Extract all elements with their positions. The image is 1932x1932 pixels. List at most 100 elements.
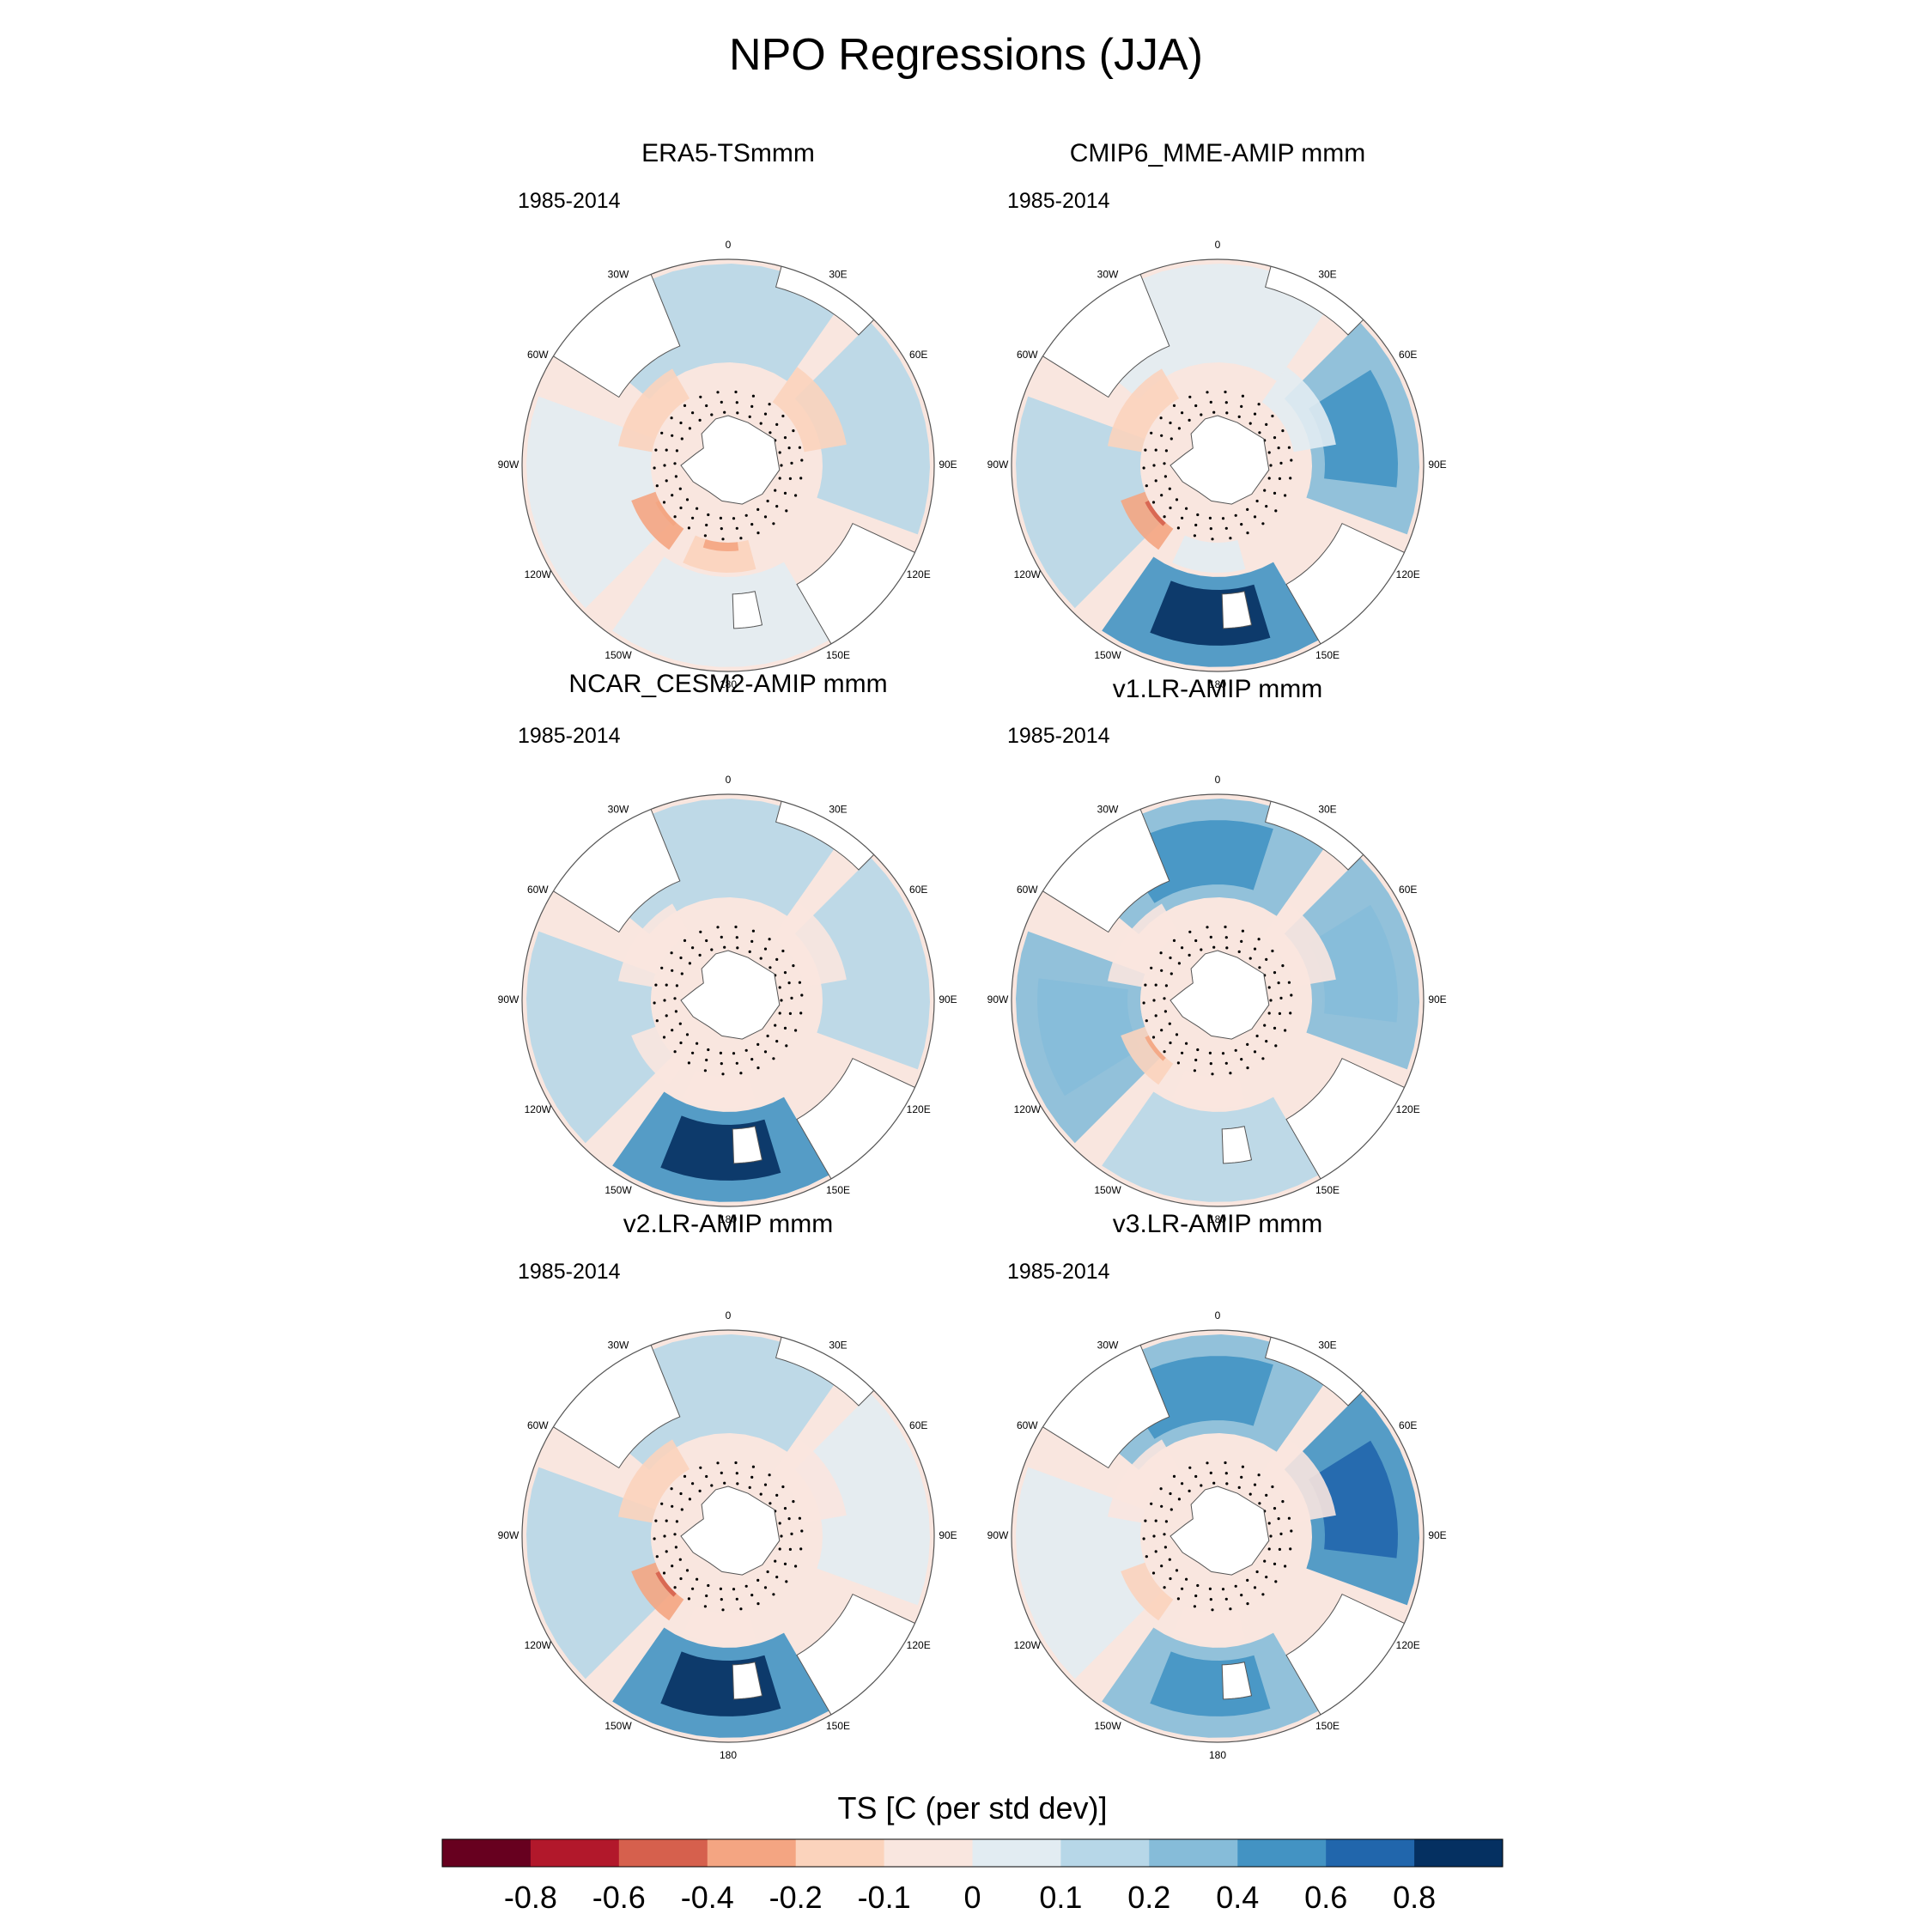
anomaly-core-indian — [1309, 904, 1398, 1023]
significance-stipple — [654, 1519, 658, 1522]
significance-stipple — [679, 1577, 683, 1581]
significance-stipple — [1225, 1482, 1229, 1485]
significance-stipple — [674, 1546, 678, 1549]
significance-stipple — [705, 404, 708, 408]
significance-stipple — [698, 418, 702, 422]
significance-stipple — [1154, 983, 1157, 987]
significance-stipple — [1267, 451, 1271, 454]
antarctica-landmass — [1170, 950, 1270, 1040]
significance-stipple — [732, 1052, 736, 1055]
significance-stipple — [1269, 464, 1273, 467]
significance-stipple — [703, 1069, 708, 1072]
significance-stipple — [680, 972, 683, 975]
significance-stipple — [1257, 403, 1261, 406]
significance-stipple — [732, 517, 736, 520]
significance-stipple — [774, 489, 777, 492]
panel-title: v3.LR-AMIP mmm — [1113, 1210, 1322, 1238]
significance-stipple — [1194, 523, 1198, 527]
anomaly-region-west-pacific — [612, 556, 829, 667]
significance-stipple — [1150, 1502, 1153, 1505]
colorbar-swatch — [1414, 1839, 1504, 1867]
longitude-label: 30W — [608, 268, 629, 280]
significance-stipple — [1185, 1577, 1188, 1581]
significance-stipple — [675, 449, 679, 453]
significance-stipple — [698, 953, 702, 957]
significance-stipple — [707, 1048, 710, 1052]
anomaly-core-indian — [1309, 1440, 1398, 1558]
panel-title: v1.LR-AMIP mmm — [1113, 675, 1322, 703]
longitude-label: 150E — [1315, 649, 1340, 661]
period-label: 1985-2014 — [518, 1260, 621, 1284]
significance-stipple — [1200, 1484, 1203, 1487]
significance-stipple — [1281, 1500, 1285, 1504]
significance-stipple — [1172, 939, 1176, 942]
longitude-label: 60E — [909, 884, 927, 896]
significance-stipple — [783, 1562, 787, 1565]
significance-stipple — [685, 1033, 690, 1036]
significance-stipple — [1261, 522, 1265, 526]
significance-stipple — [653, 1001, 656, 1005]
significance-stipple — [798, 446, 802, 449]
significance-stipple — [699, 395, 702, 398]
significance-stipple — [1164, 1520, 1168, 1523]
significance-stipple — [800, 459, 804, 462]
significance-stipple — [736, 1482, 739, 1485]
significance-stipple — [1263, 1024, 1267, 1027]
significance-stipple — [1277, 1517, 1280, 1521]
significance-stipple — [1265, 505, 1268, 508]
significance-stipple — [1240, 1475, 1243, 1479]
map-panel: 0 30E 60E 90E 120E 150E 180 150W 120W 90W 60W 30W CM… — [987, 139, 1447, 690]
significance-stipple — [705, 939, 708, 943]
significance-stipple — [1144, 1519, 1147, 1522]
significance-stipple — [748, 415, 751, 418]
significance-stipple — [734, 925, 738, 929]
significance-stipple — [1273, 1562, 1277, 1565]
significance-stipple — [1290, 1529, 1293, 1533]
significance-stipple — [1255, 1034, 1259, 1038]
significance-stipple — [719, 1587, 723, 1590]
significance-stipple — [1177, 427, 1181, 430]
significance-stipple — [1160, 434, 1163, 437]
significance-stipple — [653, 1537, 656, 1540]
significance-stipple — [794, 494, 798, 497]
significance-stipple — [748, 950, 751, 953]
significance-stipple — [775, 957, 779, 961]
significance-stipple — [1196, 513, 1200, 517]
significance-stipple — [670, 1487, 673, 1491]
significance-stipple — [716, 926, 720, 929]
significance-stipple — [1159, 951, 1163, 955]
significance-stipple — [1246, 507, 1249, 512]
significance-stipple — [662, 1571, 666, 1575]
significance-stipple — [751, 394, 756, 398]
longitude-label: 0 — [1215, 1309, 1221, 1321]
longitude-label: 120W — [1014, 1103, 1042, 1115]
anomaly-region-indian — [794, 857, 930, 1070]
significance-stipple — [1225, 946, 1229, 950]
significance-stipple — [1208, 1051, 1212, 1054]
significance-stipple — [721, 1608, 725, 1612]
map-border — [521, 793, 935, 1207]
significance-stipple — [1170, 437, 1173, 440]
significance-stipple — [1253, 412, 1257, 416]
longitude-label: 180 — [720, 678, 737, 690]
panel-title: CMIP6_MME-AMIP mmm — [1070, 139, 1365, 167]
significance-stipple — [1290, 459, 1293, 462]
significance-stipple — [1224, 1472, 1228, 1475]
new-zealand-landmass — [732, 591, 763, 629]
significance-stipple — [1176, 1061, 1180, 1065]
significance-stipple — [750, 404, 754, 408]
significance-stipple — [1145, 484, 1148, 488]
significance-stipple — [799, 1012, 803, 1015]
significance-stipple — [787, 1517, 791, 1521]
significance-stipple — [799, 1547, 803, 1551]
significance-stipple — [1163, 1010, 1167, 1013]
significance-stipple — [1181, 516, 1184, 519]
significance-stipple — [1164, 984, 1168, 987]
colorbar-tick-label: 0.4 — [1216, 1880, 1259, 1915]
significance-stipple — [769, 966, 772, 969]
significance-stipple — [1194, 1594, 1198, 1598]
anomaly-core-west-pacific — [1150, 580, 1271, 646]
significance-stipple — [750, 939, 754, 943]
longitude-label: 120E — [1396, 1639, 1420, 1651]
significance-stipple — [1274, 1580, 1278, 1583]
